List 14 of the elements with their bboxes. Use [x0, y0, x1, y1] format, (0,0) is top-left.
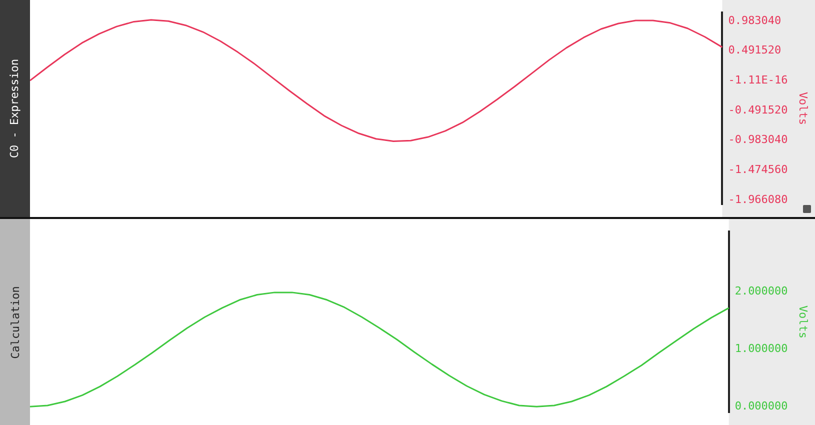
y-tick-label: 1.000000: [734, 342, 788, 356]
y-tick-label: -1.11E-16: [728, 73, 788, 86]
y-tick-label: 0.983040: [728, 14, 782, 27]
y-tick-label: 0.000000: [734, 400, 788, 413]
y-tick-label: -1.966080: [728, 192, 788, 206]
y-tick-label: 2.000000: [734, 284, 788, 298]
y-axis-title: Volts: [796, 305, 810, 339]
text: Calculation: [8, 286, 22, 358]
y-tick-label: -1.474560: [728, 162, 788, 176]
y-axis-title: Volts: [796, 92, 810, 126]
y-tick-label: 0.491520: [728, 44, 782, 57]
text: C0 - Expression: [8, 58, 22, 158]
y-tick-label: -0.491520: [728, 103, 788, 116]
y-tick-label: -0.983040: [728, 133, 788, 146]
